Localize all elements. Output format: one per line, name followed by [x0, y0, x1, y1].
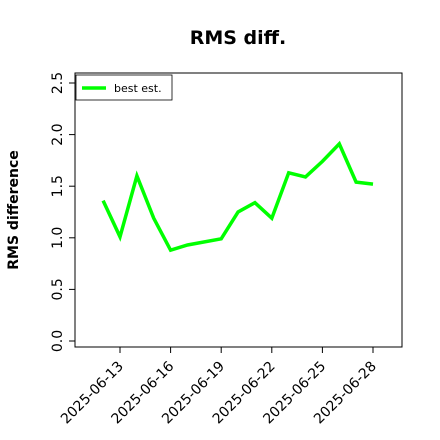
chart-title: RMS diff. — [190, 27, 287, 49]
plot-frame — [74, 72, 403, 348]
series-layer — [101, 140, 374, 253]
x-axis: 2025-06-132025-06-162025-06-192025-06-22… — [58, 347, 380, 427]
y-tick-label: 1.5 — [50, 175, 66, 197]
y-tick-label: 2.5 — [50, 72, 66, 94]
y-axis-label: RMS difference — [6, 150, 22, 270]
y-tick-label: 1.0 — [50, 227, 66, 249]
y-tick-label: 0.0 — [50, 330, 66, 352]
series-line — [101, 140, 374, 253]
y-axis: 0.0 0.5 1.0 1.5 2.0 2.5 — [50, 72, 75, 352]
y-tick-label: 2.0 — [50, 123, 66, 145]
legend-label: best est. — [114, 82, 162, 95]
y-tick-label: 0.5 — [50, 278, 66, 300]
legend: best est. — [75, 74, 173, 101]
